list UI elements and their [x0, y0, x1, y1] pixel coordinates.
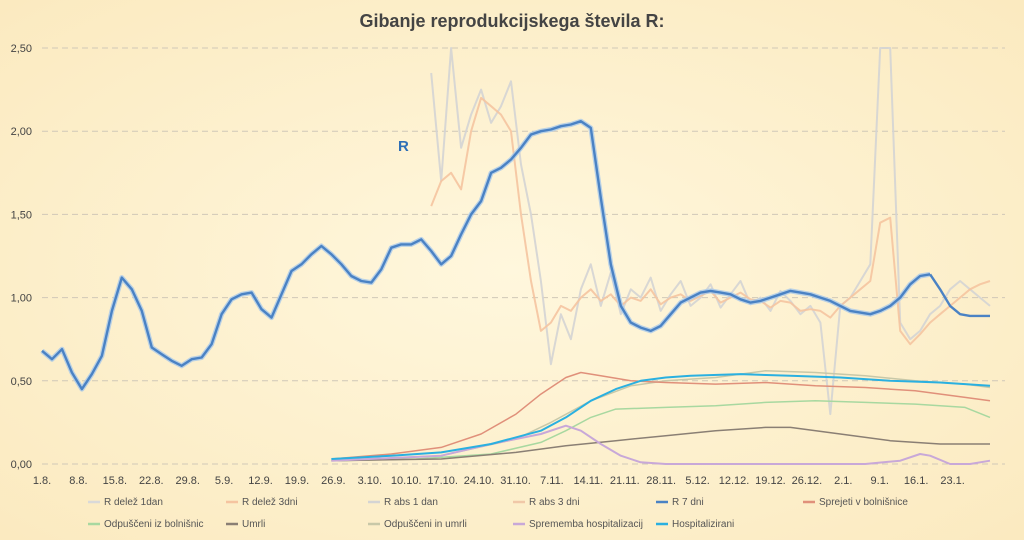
y-tick-label: 0,50: [11, 376, 32, 388]
x-tick-label: 31.10.: [500, 475, 531, 487]
x-tick-label: 1.8.: [33, 475, 51, 487]
x-tick-label: 2.1.: [834, 475, 852, 487]
legend-label: Sprememba hospitalizacij: [529, 519, 643, 530]
legend-label: Umrli: [242, 519, 265, 530]
series-hospitalizirani: [331, 373, 991, 460]
y-tick-label: 2,00: [11, 126, 32, 138]
x-tick-label: 28.11.: [646, 475, 676, 487]
x-tick-label: 10.10.: [391, 475, 422, 487]
legend-label: R abs 1 dan: [384, 497, 438, 508]
y-axis: 0,00 0,50 1,00 1,50 2,00 2,50: [11, 43, 32, 471]
x-tick-label: 17.10.: [427, 475, 458, 487]
series-lines: [40, 47, 991, 465]
x-tick-label: 19.12.: [755, 475, 786, 487]
legend: R delež 1dan R delež 3dni R abs 1 dan R abs…: [88, 497, 908, 530]
x-tick-label: 5.9.: [215, 475, 233, 487]
x-tick-label: 29.8.: [175, 475, 199, 487]
x-tick-label: 23.1.: [940, 475, 964, 487]
x-tick-label: 3.10.: [358, 475, 382, 487]
series-sprememba: [331, 424, 991, 465]
series-r7: [41, 120, 931, 391]
x-tick-label: 5.12.: [685, 475, 709, 487]
x-axis: 1.8. 8.8. 15.8. 22.8. 29.8. 5.9. 12.9. 19.9. 26.…: [33, 475, 965, 487]
legend-label: R 7 dni: [672, 497, 704, 508]
legend-label: Hospitalizirani: [672, 519, 734, 530]
r-annotation: R: [398, 138, 409, 155]
y-tick-label: 1,00: [11, 293, 32, 305]
x-tick-label: 19.9.: [285, 475, 309, 487]
legend-label: Odpuščeni in umrli: [384, 519, 467, 530]
series-umrli: [331, 426, 990, 462]
series-r-abs-1dan: [430, 47, 991, 416]
x-tick-label: 21.11.: [610, 475, 640, 487]
x-tick-label: 14.11.: [573, 475, 603, 487]
legend-label: R abs 3 dni: [529, 497, 580, 508]
series-sprejeti: [331, 371, 991, 460]
x-tick-label: 9.1.: [871, 475, 889, 487]
legend-label: R delež 1dan: [104, 497, 163, 508]
x-tick-label: 16.1.: [904, 475, 928, 487]
x-tick-label: 26.12.: [792, 475, 823, 487]
chart-title: Gibanje reprodukcijskega števila R:: [359, 11, 664, 31]
y-tick-label: 2,50: [11, 43, 32, 55]
series-odpusceni: [331, 400, 991, 462]
x-tick-label: 26.9.: [321, 475, 345, 487]
x-tick-label: 15.8.: [103, 475, 127, 487]
x-tick-label: 24.10.: [464, 475, 495, 487]
legend-label: Odpuščeni iz bolnišnic: [104, 519, 204, 530]
x-tick-label: 8.8.: [69, 475, 87, 487]
x-tick-label: 12.12.: [719, 475, 750, 487]
legend-label: R delež 3dni: [242, 497, 298, 508]
y-tick-label: 0,00: [11, 459, 32, 471]
x-tick-label: 12.9.: [248, 475, 272, 487]
legend-label: Sprejeti v bolnišnice: [819, 497, 908, 508]
x-tick-label: 22.8.: [139, 475, 163, 487]
y-tick-label: 1,50: [11, 209, 32, 221]
series-r7-tail: [929, 273, 990, 318]
x-tick-label: 7.11.: [540, 475, 564, 487]
